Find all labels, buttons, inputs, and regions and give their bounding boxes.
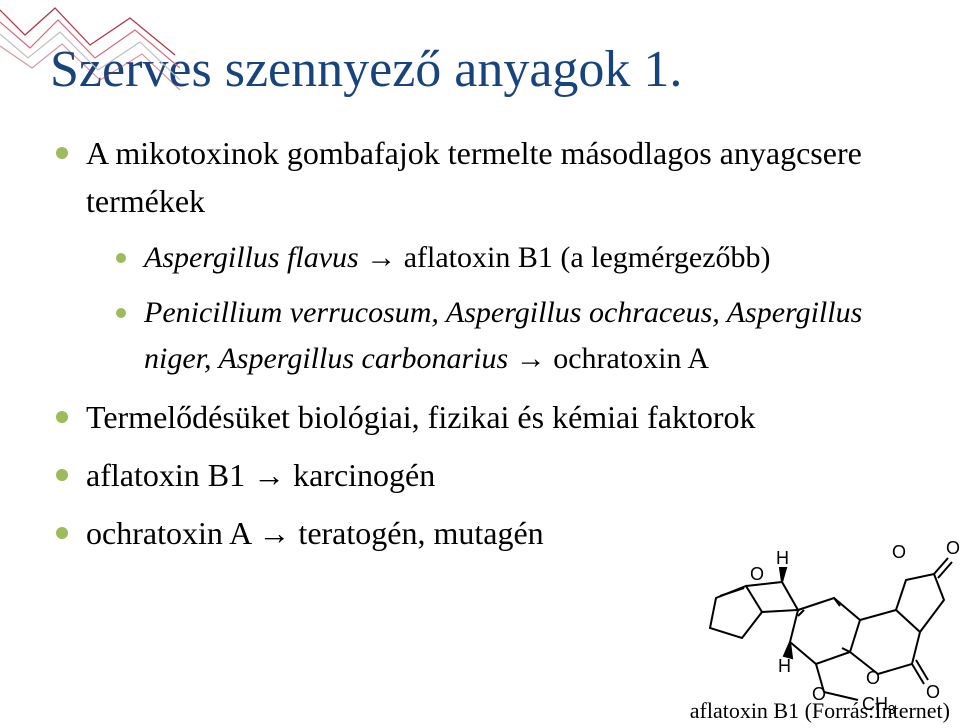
bullet-text: aflatoxin B1 → karcinogén xyxy=(86,457,435,493)
atom-H: H xyxy=(776,548,789,568)
slide-container: Szerves szennyező anyagok 1. A mikotoxin… xyxy=(0,0,960,557)
atom-H: H xyxy=(778,656,791,676)
sub-bullet-item: Aspergillus flavus → aflatoxin B1 (a leg… xyxy=(86,235,910,282)
atom-O: O xyxy=(946,538,960,558)
bullet-text: Termelődésüket biológiai, fizikai és kém… xyxy=(86,399,756,435)
bullet-item: A mikotoxinok gombafajok termelte másodl… xyxy=(50,129,910,383)
atom-O: O xyxy=(892,542,906,562)
sub-rest: → ochratoxin A xyxy=(508,342,709,375)
bullet-text: A mikotoxinok gombafajok termelte másodl… xyxy=(86,135,862,219)
bullet-item: Termelődésüket biológiai, fizikai és kém… xyxy=(50,393,910,441)
atom-O: O xyxy=(750,564,764,584)
sub-rest: → aflatoxin B1 (a legmérgezőbb) xyxy=(359,241,771,274)
molecule-diagram: O O O O O O H H CH3 xyxy=(690,488,960,728)
sub-bullet-list: Aspergillus flavus → aflatoxin B1 (a leg… xyxy=(86,235,910,383)
sub-bullet-item: Penicillium verrucosum, Aspergillus ochr… xyxy=(86,290,910,383)
atom-O: O xyxy=(866,668,880,688)
slide-title: Szerves szennyező anyagok 1. xyxy=(50,40,910,99)
bullet-text: ochratoxin A → teratogén, mutagén xyxy=(86,515,544,551)
sub-italic: Penicillium verrucosum, Aspergillus ochr… xyxy=(144,296,862,376)
sub-italic: Aspergillus flavus xyxy=(144,241,359,274)
molecule-caption: aflatoxin B1 (Forrás:Internet) xyxy=(690,698,950,724)
title-text: Szerves szennyező anyagok 1. xyxy=(50,41,682,98)
